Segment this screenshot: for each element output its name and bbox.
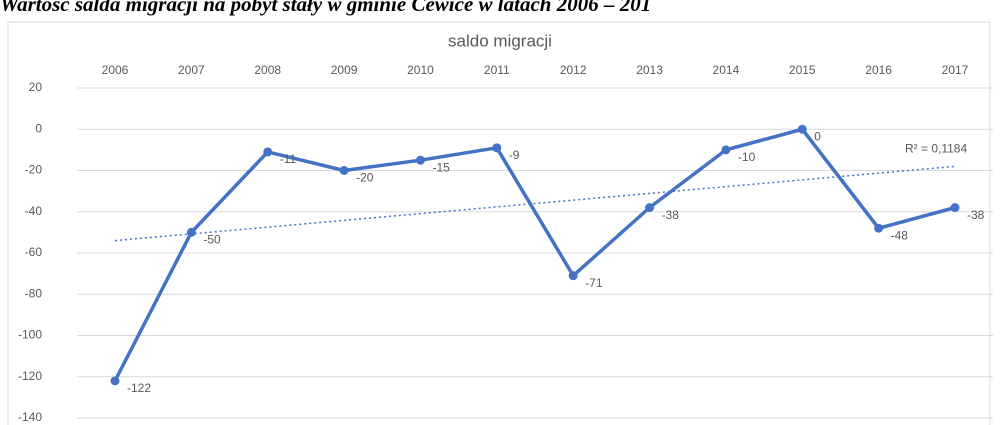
chart-title: saldo migracji xyxy=(448,31,552,50)
y-tick-label: -40 xyxy=(25,204,43,218)
y-tick-label: -80 xyxy=(25,286,43,300)
x-tick-label: 2006 xyxy=(102,63,129,77)
y-tick-label: -120 xyxy=(18,369,42,383)
x-tick-label: 2015 xyxy=(789,63,816,77)
data-label: -50 xyxy=(203,233,221,247)
data-label: -10 xyxy=(738,150,756,164)
x-tick-label: 2011 xyxy=(484,63,510,77)
y-tick-label: -100 xyxy=(18,328,42,342)
data-point xyxy=(721,145,731,155)
page-title: Wartość salda migracji na pobyt stały w … xyxy=(0,0,651,16)
x-tick-label: 2013 xyxy=(636,63,663,77)
x-tick-label: 2014 xyxy=(713,63,740,77)
y-tick-label: 20 xyxy=(29,80,43,94)
x-tick-label: 2008 xyxy=(254,63,281,77)
x-tick-label: 2009 xyxy=(331,63,358,77)
data-point xyxy=(950,203,960,213)
x-tick-label: 2016 xyxy=(865,63,892,77)
data-point xyxy=(186,227,196,237)
data-point xyxy=(339,166,349,175)
y-tick-label: -140 xyxy=(18,410,42,424)
data-label: -38 xyxy=(662,208,680,222)
data-line xyxy=(113,127,956,382)
data-label: -38 xyxy=(967,208,985,222)
trendline xyxy=(114,165,956,242)
data-point xyxy=(797,124,807,134)
data-label: -9 xyxy=(509,148,520,162)
data-label: 0 xyxy=(814,129,821,143)
data-label: -20 xyxy=(356,171,374,185)
x-tick-label: 2012 xyxy=(560,63,587,77)
x-tick-label: 2010 xyxy=(407,63,434,77)
data-point xyxy=(874,223,884,233)
y-tick-label: -20 xyxy=(25,163,43,177)
x-tick-label: 2007 xyxy=(178,63,205,77)
data-label: -48 xyxy=(891,228,909,242)
data-label: -71 xyxy=(585,276,603,290)
data-label: -15 xyxy=(432,160,450,174)
x-tick-label: 2017 xyxy=(942,63,969,77)
data-point xyxy=(492,143,502,153)
data-point xyxy=(110,376,120,386)
chart-frame xyxy=(7,21,991,425)
trendline-annotation: R² = 0,1184 xyxy=(905,142,967,156)
y-tick-label: 0 xyxy=(35,121,42,135)
y-tick-label: -60 xyxy=(25,245,43,259)
data-point xyxy=(568,271,578,281)
data-point xyxy=(263,147,273,157)
data-label: -122 xyxy=(127,381,151,395)
data-label: -11 xyxy=(280,152,297,166)
data-point xyxy=(415,155,425,165)
data-point xyxy=(645,203,655,213)
